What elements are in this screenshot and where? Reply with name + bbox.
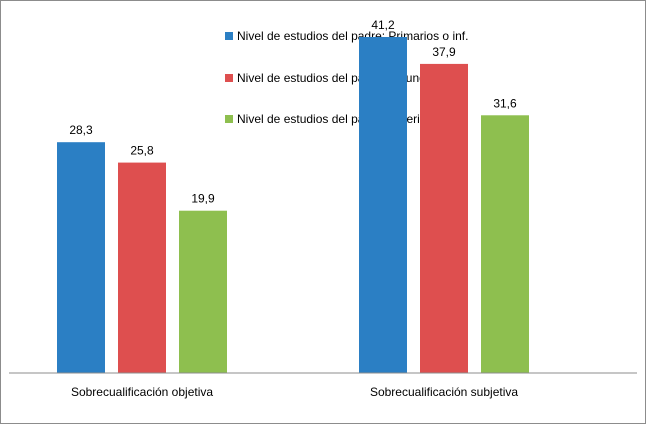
data-label-series3-cat1: 19,9 <box>191 192 215 206</box>
x-tick-label-1: Sobrecualificación objetiva <box>71 385 213 399</box>
data-labels: 28,3 25,8 19,9 41,2 37,9 31,6 <box>69 18 517 206</box>
legend-swatch-1 <box>225 32 233 40</box>
bar-series2-cat1 <box>118 162 166 373</box>
data-label-series2-cat2: 37,9 <box>432 45 456 59</box>
bar-series2-cat2 <box>420 63 468 373</box>
x-axis-tick-labels: Sobrecualificación objetiva Sobrecualific… <box>71 385 518 399</box>
data-label-series3-cat2: 31,6 <box>493 96 517 110</box>
bars <box>57 36 529 373</box>
bar-series1-cat2 <box>359 36 407 373</box>
legend-label-3: Nivel de estudios del padre Superiores <box>237 112 443 126</box>
legend-label-2: Nivel de estudios del padre Secundarios <box>237 71 452 85</box>
bar-series1-cat1 <box>57 142 105 373</box>
legend-swatch-3 <box>225 115 233 123</box>
bar-series3-cat1 <box>179 210 227 373</box>
data-label-series1-cat2: 41,2 <box>371 18 395 32</box>
data-label-series1-cat1: 28,3 <box>69 123 93 137</box>
legend-swatch-2 <box>225 74 233 82</box>
data-label-series2-cat1: 25,8 <box>130 144 154 158</box>
x-tick-label-2: Sobrecualificación subjetiva <box>370 385 518 399</box>
legend-label-1: Nivel de estudios del padre: Primarios o… <box>237 29 468 43</box>
bar-series3-cat2 <box>481 115 529 373</box>
